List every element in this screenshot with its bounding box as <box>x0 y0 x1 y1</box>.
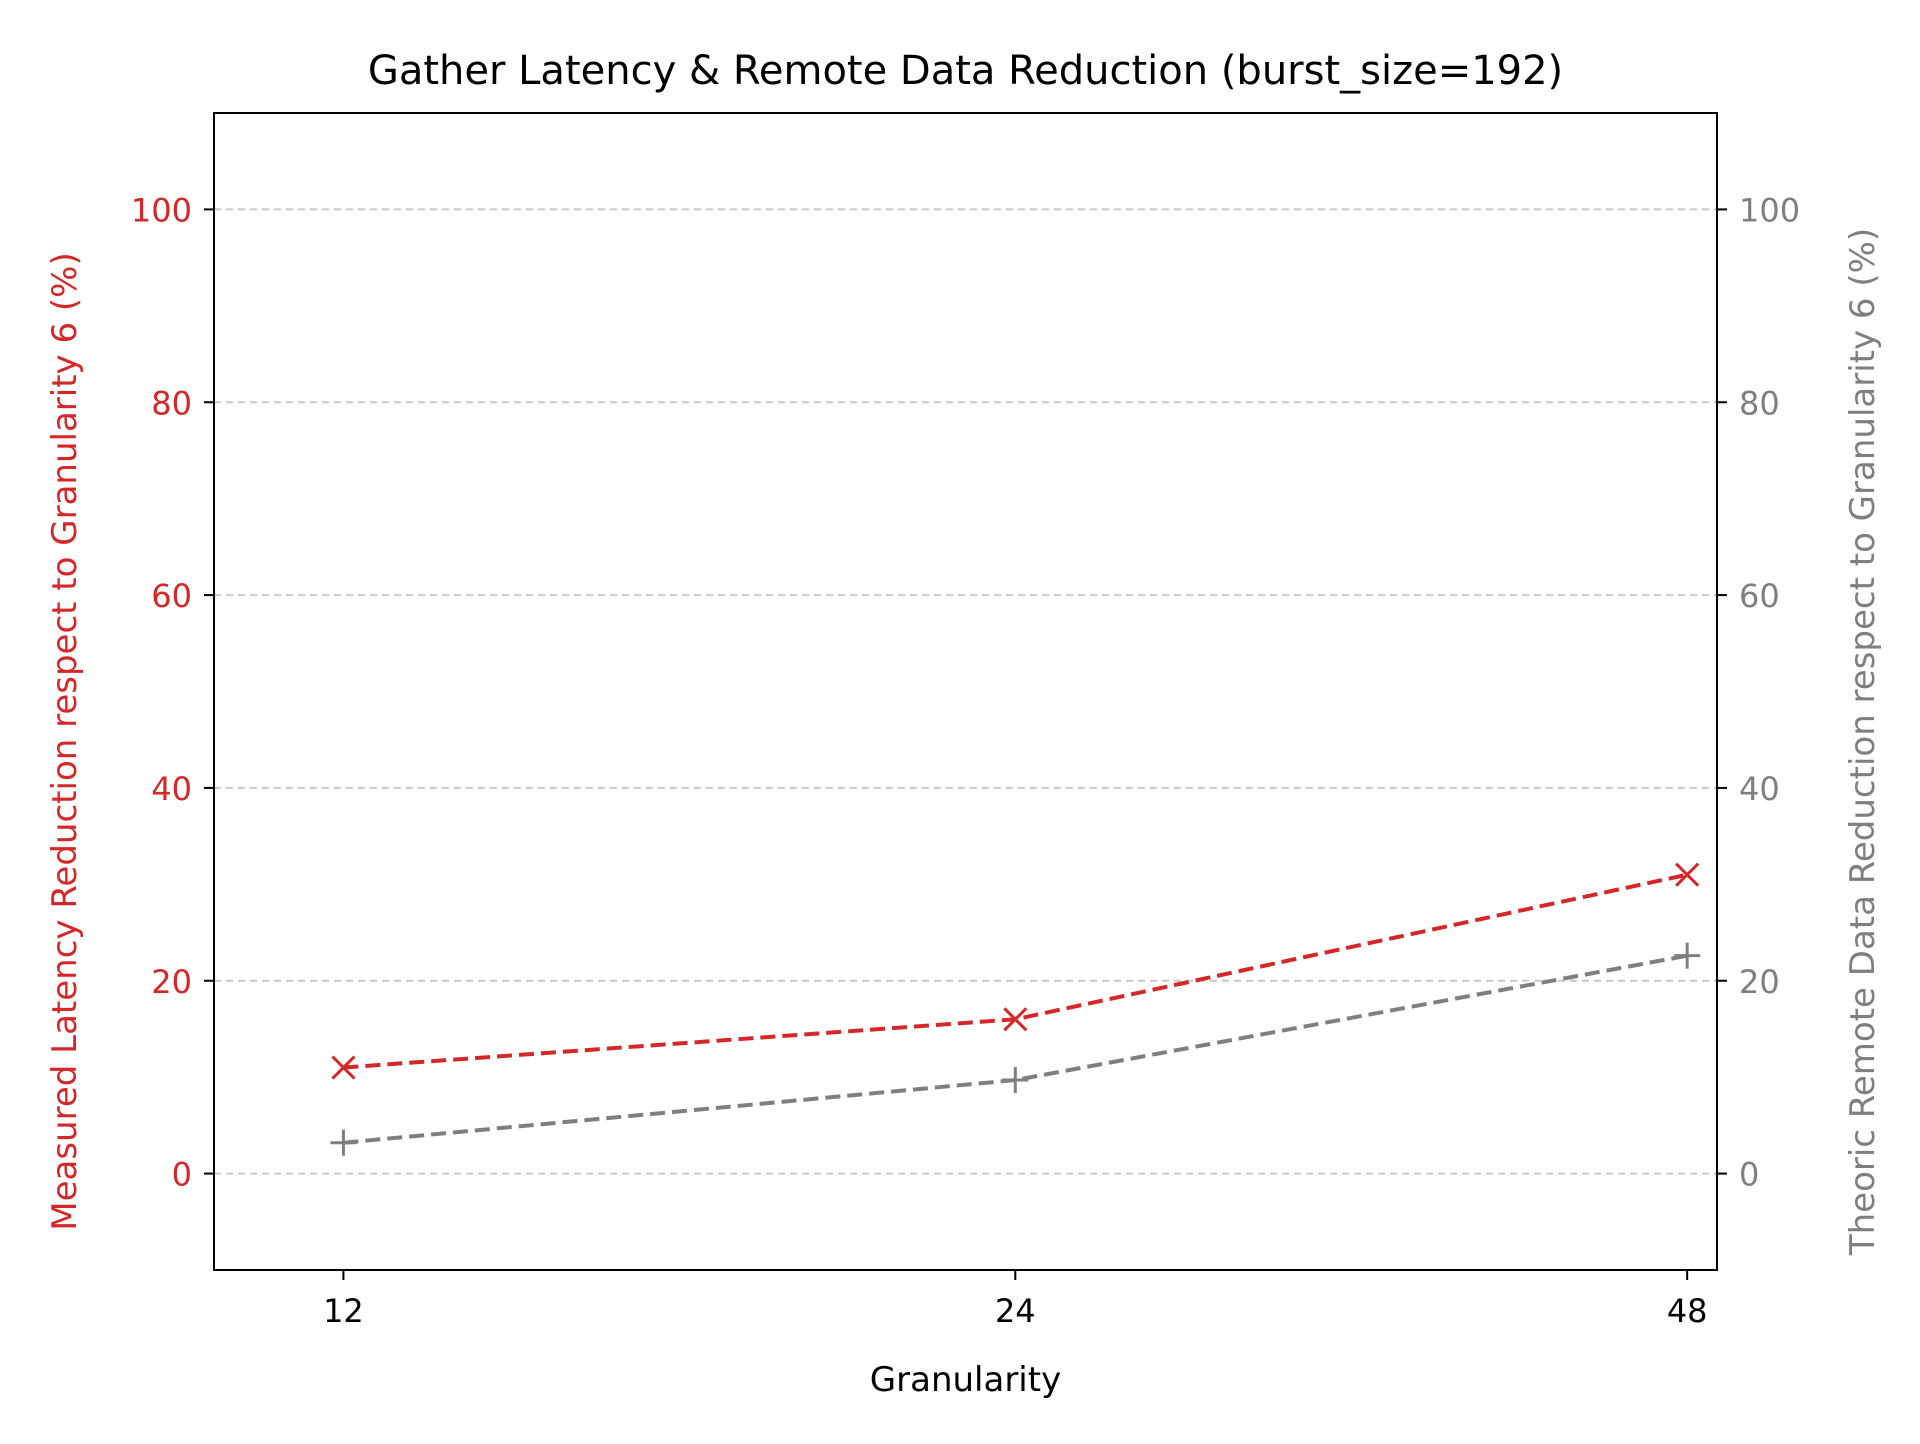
y-tick-label-right: 20 <box>1739 963 1780 1001</box>
x-tick-label: 24 <box>995 1292 1036 1330</box>
data-point-2 <box>1674 942 1701 969</box>
marker-stroke <box>1003 1007 1028 1032</box>
data-point-2 <box>1002 1067 1029 1094</box>
marker-stroke <box>331 1055 356 1080</box>
x-tick-label: 12 <box>323 1292 364 1330</box>
x-axis-label: Granularity <box>870 1360 1061 1400</box>
y-tick-label-right: 80 <box>1739 384 1780 422</box>
plot-frame <box>213 112 1718 1271</box>
data-point-1 <box>1003 1007 1028 1032</box>
y-axis-label-right: Theoric Remote Data Reduction respect to… <box>1843 228 1883 1256</box>
y-tick-label-right: 100 <box>1739 191 1800 229</box>
data-point-1 <box>331 1055 356 1080</box>
axis-ticks: 0 20 40 60 80 100 0 20 40 60 80 100 12 24 48 <box>131 191 1800 1330</box>
y-tick-label-left: 60 <box>151 577 192 615</box>
y-tick-label-right: 60 <box>1739 577 1780 615</box>
y-tick-label-right: 40 <box>1739 770 1780 808</box>
marker-stroke <box>1675 862 1700 887</box>
y-tick-label-right: 0 <box>1739 1156 1759 1194</box>
grid-lines <box>214 208 1717 1175</box>
chart-title: Gather Latency & Remote Data Reduction (… <box>368 48 1563 94</box>
data-point-1 <box>1675 862 1700 887</box>
y-tick-label-left: 20 <box>151 963 192 1001</box>
series-lines <box>330 862 1701 1156</box>
y-tick-label-left: 0 <box>172 1156 192 1194</box>
y-axis-label-left: Measured Latency Reduction respect to Gr… <box>45 252 85 1231</box>
y-tick-label-left: 40 <box>151 770 192 808</box>
data-point-2 <box>330 1129 357 1156</box>
x-tick-label: 48 <box>1667 1292 1708 1330</box>
y-tick-label-left: 100 <box>131 191 192 229</box>
y-tick-label-left: 80 <box>151 384 192 422</box>
